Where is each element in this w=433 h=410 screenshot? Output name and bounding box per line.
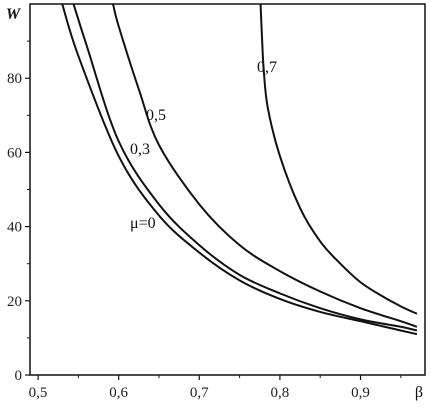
y-axis-label: W (6, 6, 22, 23)
curve-label-3: μ=0 (130, 215, 156, 232)
plot-frame (29, 3, 426, 376)
series-line-3 (259, 4, 418, 315)
curve-label-0: 0,7 (257, 59, 277, 76)
curve-label-2: 0,3 (130, 141, 150, 158)
x-tick-label: 0,7 (190, 385, 209, 401)
y-tick-label: 80 (7, 71, 22, 87)
y-tick-label: 0 (15, 368, 23, 384)
x-tick-label: 0,6 (109, 385, 128, 401)
series-line-1 (72, 4, 418, 332)
labels-layer: 0,7 0,5 0,3 μ=0 (130, 59, 277, 232)
axes-layer: 0,5 0,6 0,7 0,8 0,9 0 20 40 60 80 β W (6, 3, 426, 401)
x-axis-label: β (415, 384, 423, 401)
y-tick-label: 20 (7, 294, 22, 310)
x-tick-label: 0,5 (29, 385, 48, 401)
y-tick-label: 60 (7, 145, 22, 161)
series-line-0 (61, 4, 418, 336)
series-line-2 (112, 4, 418, 328)
y-tick-label: 40 (7, 220, 22, 236)
curve-label-1: 0,5 (146, 107, 166, 124)
x-tick-label: 0,9 (351, 385, 370, 401)
curves-layer (61, 4, 418, 336)
x-tick-label: 0,8 (271, 385, 290, 401)
